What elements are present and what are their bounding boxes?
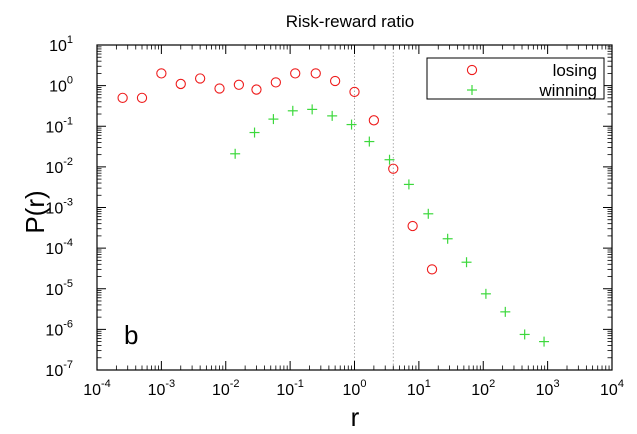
- x-tick-label: 10-4: [83, 378, 111, 399]
- x-tick-label: 10-2: [212, 378, 240, 399]
- axis-ticks: [96, 44, 613, 371]
- y-tick-label: 10-2: [45, 156, 73, 177]
- losing-point: [426, 264, 438, 275]
- reference-lines: [354, 45, 394, 370]
- x-tick-label: 101: [407, 378, 431, 399]
- winning-point: [230, 148, 241, 159]
- x-tick-label: 102: [471, 378, 495, 399]
- winning-point: [519, 329, 530, 340]
- winning-point: [268, 114, 279, 125]
- losing-point: [290, 68, 301, 79]
- losing-point: [194, 73, 206, 84]
- x-tick-label: 10-3: [148, 378, 176, 399]
- losing-point: [310, 68, 321, 79]
- losing-point: [251, 84, 262, 95]
- legend-marker-losing: [466, 64, 478, 76]
- winning-point: [500, 306, 511, 317]
- y-tick-label: 10-1: [45, 115, 73, 136]
- winning-point: [249, 127, 260, 138]
- winning-point: [480, 288, 491, 299]
- winning-point: [442, 233, 453, 244]
- x-tick-label: 10-1: [276, 378, 304, 399]
- winning-point: [423, 208, 434, 219]
- x-tick-label: 103: [536, 378, 560, 399]
- winning-point: [327, 110, 338, 121]
- losing-point: [368, 115, 380, 126]
- losing-point: [214, 83, 225, 94]
- x-tick-labels: 10-4 10-3 10-2 10-1 100 101 102 103 104: [83, 378, 624, 399]
- winning-point: [539, 336, 550, 347]
- legend-marker-winning: [467, 85, 477, 95]
- legend-label-winning: winning: [538, 81, 597, 100]
- losing-point: [156, 68, 167, 79]
- y-tick-label: 10-3: [45, 197, 73, 218]
- data-points: [117, 68, 550, 347]
- losing-point: [388, 163, 399, 174]
- winning-point: [403, 179, 414, 190]
- winning-point: [287, 105, 298, 116]
- y-tick-label: 10-7: [45, 359, 73, 380]
- losing-point: [175, 78, 186, 90]
- losing-point: [136, 92, 148, 104]
- y-tick-labels: 10-7 10-6 10-5 10-4 10-3 10-2 10-1 100 101: [45, 34, 73, 380]
- losing-point: [407, 220, 418, 232]
- losing-point: [329, 75, 341, 87]
- panel-label: b: [124, 320, 138, 350]
- winning-point: [346, 119, 357, 130]
- chart-title: Risk-reward ratio: [286, 12, 414, 31]
- x-tick-label: 104: [600, 378, 624, 399]
- y-tick-label: 10-4: [45, 237, 73, 258]
- y-axis-label: P(r): [20, 190, 50, 233]
- losing-point: [117, 92, 128, 104]
- y-tick-label: 101: [49, 34, 73, 55]
- legend-box: [426, 57, 605, 100]
- losing-point: [349, 86, 360, 98]
- losing-point: [233, 79, 245, 90]
- y-tick-label: 10-6: [45, 318, 73, 339]
- y-tick-label: 10-5: [45, 278, 73, 299]
- winning-point: [384, 154, 395, 165]
- losing-point: [270, 77, 281, 88]
- legend-label-losing: losing: [553, 61, 597, 80]
- winning-point: [307, 104, 318, 115]
- x-axis-label: r: [351, 402, 360, 432]
- winning-point: [461, 257, 472, 268]
- winning-point: [364, 136, 375, 147]
- y-tick-label: 100: [49, 75, 73, 96]
- x-tick-label: 100: [343, 378, 367, 399]
